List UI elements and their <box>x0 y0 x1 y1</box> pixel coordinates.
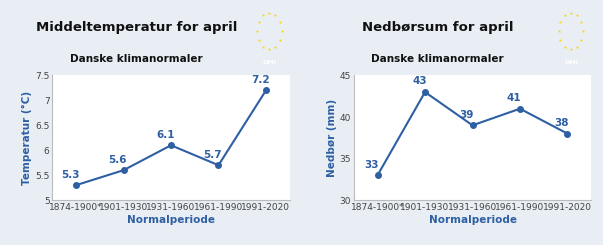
Text: 6.1: 6.1 <box>156 130 174 140</box>
Text: 41: 41 <box>507 93 522 103</box>
Text: 39: 39 <box>459 110 474 120</box>
Text: 5.7: 5.7 <box>203 150 222 159</box>
Text: 5.3: 5.3 <box>61 170 80 180</box>
X-axis label: Normalperiode: Normalperiode <box>429 215 517 225</box>
Text: Nedbørsum for april: Nedbørsum for april <box>362 21 514 34</box>
Text: 33: 33 <box>365 159 379 170</box>
Text: 38: 38 <box>555 118 569 128</box>
Y-axis label: Temperatur (°C): Temperatur (°C) <box>22 91 33 185</box>
Text: Middeltemperatur for april: Middeltemperatur for april <box>36 21 237 34</box>
Text: 5.6: 5.6 <box>109 155 127 165</box>
Y-axis label: Nedbør (mm): Nedbør (mm) <box>327 99 337 177</box>
X-axis label: Normalperiode: Normalperiode <box>127 215 215 225</box>
Text: Danske klimanormaler: Danske klimanormaler <box>371 54 504 64</box>
Text: Danske klimanormaler: Danske klimanormaler <box>70 54 203 64</box>
Text: 43: 43 <box>412 76 427 86</box>
Text: DMI: DMI <box>564 60 578 65</box>
Text: 7.2: 7.2 <box>251 75 270 85</box>
Text: DMI: DMI <box>262 60 276 65</box>
